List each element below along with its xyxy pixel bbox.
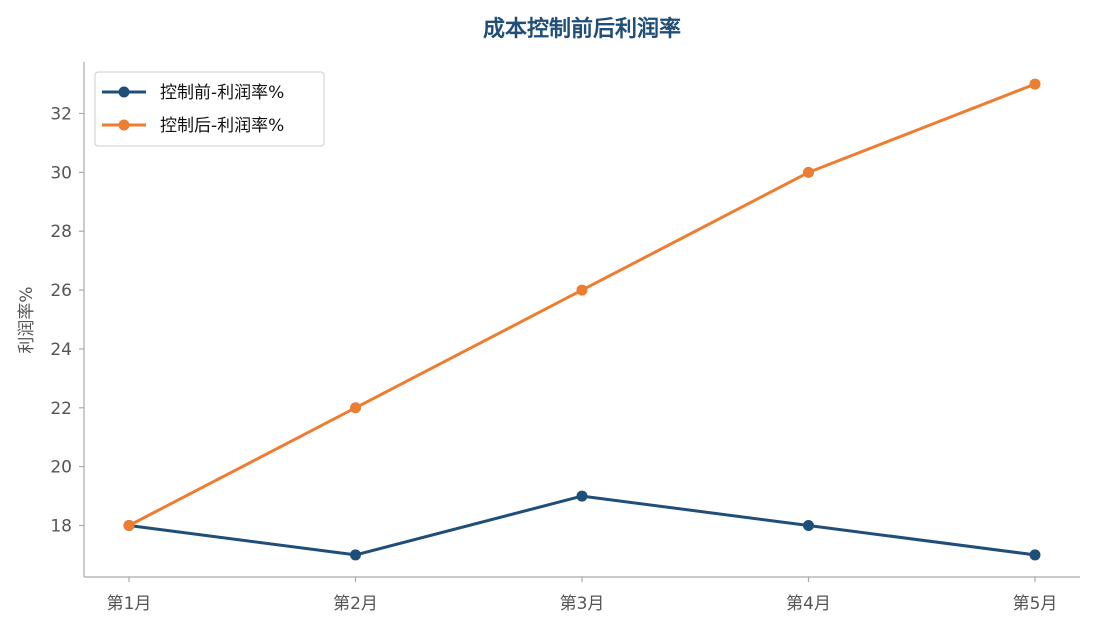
data-point (1029, 78, 1041, 90)
legend-label-before: 控制前-利润率% (160, 83, 284, 103)
data-point (576, 284, 588, 296)
chart-title: 成本控制前后利润率 (483, 16, 681, 42)
y-tick-label: 26 (50, 281, 72, 301)
legend-marker-after (118, 119, 130, 131)
data-point (350, 402, 361, 414)
y-axis-label: 利润率% (17, 286, 37, 353)
data-point (576, 490, 588, 502)
y-tick-label: 24 (50, 340, 72, 360)
x-tick-label: 第5月 (1013, 594, 1058, 614)
data-point (803, 520, 814, 531)
x-tick-label: 第3月 (560, 594, 605, 614)
series-group (123, 490, 1041, 561)
legend-marker-before (118, 86, 130, 98)
x-tick-label: 第4月 (786, 594, 831, 614)
axes: 18 20 22 24 26 28 30 32 第1月 第2月 第3月 第4月 第5月 (50, 62, 1080, 614)
legend: 控制前-利润率% 控制后-利润率% (94, 71, 325, 147)
data-point (123, 520, 135, 531)
data-point (1029, 549, 1041, 561)
series-layer (123, 78, 1041, 561)
x-tick-label: 第2月 (333, 594, 378, 614)
data-point (350, 549, 361, 561)
x-tick-label: 第1月 (107, 594, 152, 614)
y-tick-label: 30 (50, 163, 72, 183)
y-tick-label: 20 (50, 458, 72, 478)
y-tick-label: 18 (50, 517, 72, 537)
legend-label-after: 控制后-利润率% (160, 116, 284, 136)
series-group (123, 78, 1041, 531)
legend-box (94, 71, 325, 147)
y-tick-label: 28 (50, 222, 72, 242)
y-tick-label: 22 (50, 399, 72, 419)
data-point (803, 166, 814, 178)
series-line (127, 82, 1037, 527)
y-tick-label: 32 (50, 105, 72, 125)
series-line (127, 494, 1037, 557)
